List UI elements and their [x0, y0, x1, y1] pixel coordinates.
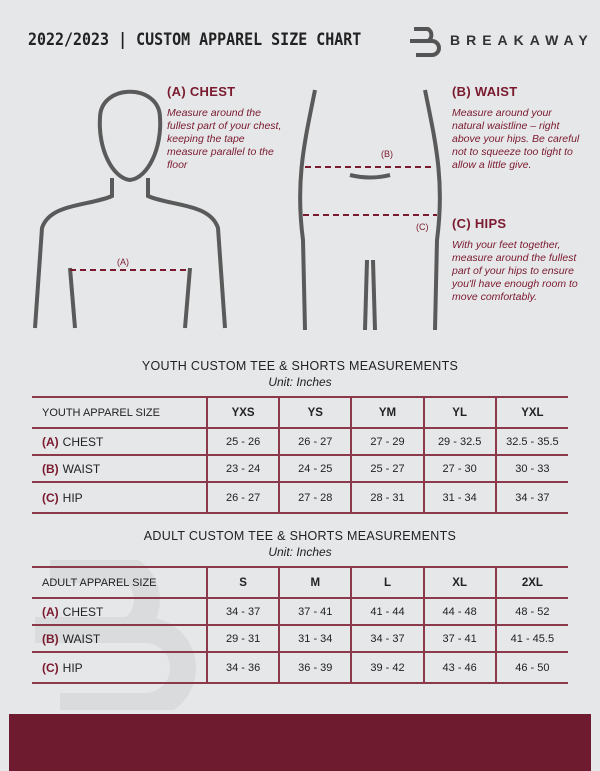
waist-heading: (B) WAIST	[452, 84, 518, 99]
adult-size-table: ADULT APPAREL SIZE S M L XL 2XL (A) CHEST…	[32, 566, 568, 684]
cell: 34 - 37	[350, 625, 424, 653]
waist-marker: (B)	[381, 149, 393, 159]
cell: 34 - 36	[205, 652, 280, 684]
header-cell: YS	[278, 396, 352, 429]
hips-heading: (C) HIPS	[452, 216, 507, 231]
header-cell: YM	[350, 396, 424, 429]
table-row: (C) HIP 34 - 36 36 - 39 39 - 42 43 - 46 46 - …	[32, 652, 568, 684]
youth-size-table: YOUTH APPAREL SIZE YXS YS YM YL YXL (A) C…	[32, 396, 568, 514]
footer-band	[9, 714, 591, 771]
table-row: (A) CHEST 34 - 37 37 - 41 41 - 44 44 - 48 48 …	[32, 598, 568, 626]
table-header-row: YOUTH APPAREL SIZE YXS YS YM YL YXL	[32, 396, 568, 429]
cell: 25 - 26	[205, 428, 280, 456]
cell: 37 - 41	[422, 625, 496, 653]
cell: 31 - 34	[422, 482, 496, 514]
cell: 30 - 33	[494, 455, 568, 483]
brand-name: BREAKAWAY	[450, 32, 594, 48]
table-row: (B) WAIST 23 - 24 24 - 25 25 - 27 27 - 30 30 …	[32, 455, 568, 483]
header-cell: YOUTH APPAREL SIZE	[32, 396, 207, 429]
cell: 25 - 27	[350, 455, 424, 483]
cell: 27 - 29	[350, 428, 424, 456]
cell: 37 - 41	[278, 598, 352, 626]
table-row: (B) WAIST 29 - 31 31 - 34 34 - 37 37 - 41 41 …	[32, 625, 568, 653]
cell: 23 - 24	[205, 455, 280, 483]
table-row: (A) CHEST 25 - 26 26 - 27 27 - 29 29 - 32.5 3…	[32, 428, 568, 456]
header-cell: YXS	[205, 396, 280, 429]
page-title: 2022/2023 | CUSTOM APPAREL SIZE CHART	[28, 30, 362, 50]
table-row: (C) HIP 26 - 27 27 - 28 28 - 31 31 - 34 34 - …	[32, 482, 568, 514]
cell: 44 - 48	[422, 598, 496, 626]
row-label: (A) CHEST	[32, 428, 207, 456]
cell: 27 - 28	[278, 482, 352, 514]
cell: 46 - 50	[494, 652, 568, 684]
cell: 24 - 25	[278, 455, 352, 483]
row-label: (A) CHEST	[32, 598, 207, 626]
header-cell: XL	[422, 566, 496, 599]
cell: 36 - 39	[278, 652, 352, 684]
waist-description: Measure around your natural waistline – …	[452, 107, 580, 171]
cell: 34 - 37	[205, 598, 280, 626]
youth-unit: Unit: Inches	[268, 375, 332, 389]
header-cell: 2XL	[494, 566, 568, 599]
header-cell: ADULT APPAREL SIZE	[32, 566, 207, 599]
cell: 26 - 27	[278, 428, 352, 456]
chest-description: Measure around the fullest part of your …	[167, 107, 282, 171]
waist-hip-figure-illustration	[298, 89, 442, 331]
row-label: (B) WAIST	[32, 625, 207, 653]
adult-section-title: ADULT CUSTOM TEE & SHORTS MEASUREMENTS	[143, 529, 457, 543]
row-label: (B) WAIST	[32, 455, 207, 483]
adult-unit: Unit: Inches	[268, 545, 332, 559]
cell: 28 - 31	[350, 482, 424, 514]
cell: 27 - 30	[422, 455, 496, 483]
cell: 32.5 - 35.5	[494, 428, 568, 456]
header-cell: YXL	[494, 396, 568, 429]
cell: 34 - 37	[494, 482, 568, 514]
cell: 41 - 45.5	[494, 625, 568, 653]
header-cell: S	[205, 566, 280, 599]
chest-marker: (A)	[117, 257, 129, 267]
breakaway-logo-icon	[410, 27, 441, 57]
hip-marker: (C)	[416, 222, 429, 232]
header-cell: M	[278, 566, 352, 599]
cell: 43 - 46	[422, 652, 496, 684]
cell: 39 - 42	[350, 652, 424, 684]
cell: 41 - 44	[350, 598, 424, 626]
table-header-row: ADULT APPAREL SIZE S M L XL 2XL	[32, 566, 568, 599]
header-cell: YL	[422, 396, 496, 429]
header-cell: L	[350, 566, 424, 599]
cell: 31 - 34	[278, 625, 352, 653]
cell: 48 - 52	[494, 598, 568, 626]
chest-heading: (A) CHEST	[167, 84, 236, 99]
hips-description: With your feet together, measure around …	[452, 239, 578, 303]
row-label: (C) HIP	[32, 652, 207, 684]
row-label: (C) HIP	[32, 482, 207, 514]
youth-section-title: YOUTH CUSTOM TEE & SHORTS MEASUREMENTS	[141, 359, 459, 373]
chest-figure-illustration	[33, 89, 227, 329]
cell: 29 - 32.5	[422, 428, 496, 456]
cell: 29 - 31	[205, 625, 280, 653]
cell: 26 - 27	[205, 482, 280, 514]
